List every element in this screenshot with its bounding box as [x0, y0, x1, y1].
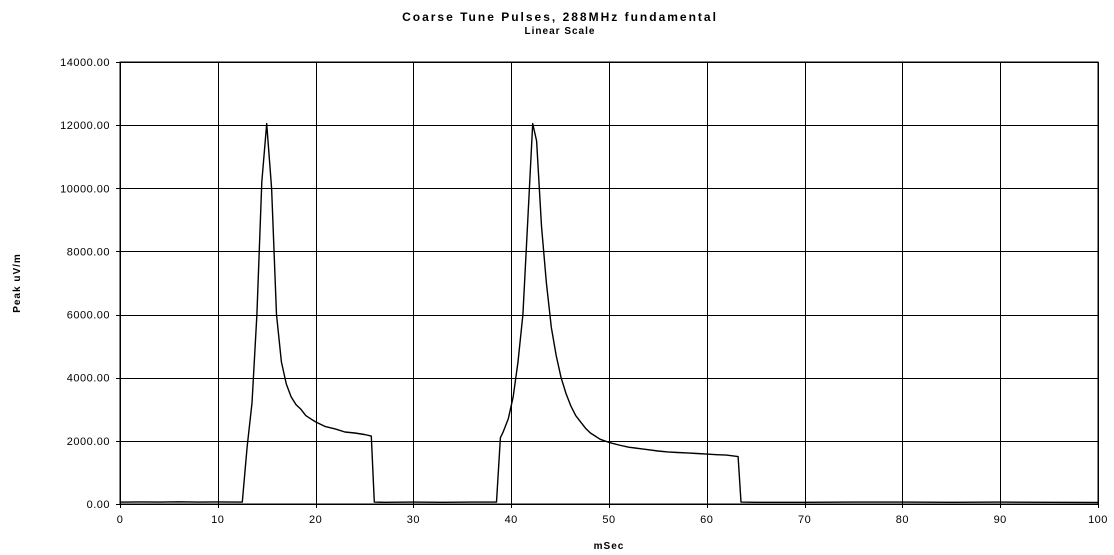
x-tick-label: 60 — [700, 514, 713, 526]
x-tick-label: 100 — [1088, 514, 1108, 526]
y-tick-label: 10000.00 — [60, 183, 110, 195]
x-tick-label: 20 — [309, 514, 322, 526]
y-tick-label: 2000.00 — [67, 436, 110, 448]
x-tick-label: 70 — [798, 514, 811, 526]
y-tick-label: 6000.00 — [67, 310, 110, 322]
x-tick-label: 90 — [994, 514, 1007, 526]
y-tick-label: 12000.00 — [60, 120, 110, 132]
x-tick-label: 0 — [117, 514, 124, 526]
x-tick-label: 30 — [407, 514, 420, 526]
series-line — [119, 122, 1099, 504]
y-tick-label: 8000.00 — [67, 246, 110, 258]
y-axis-title: Peak uV/m — [12, 253, 23, 313]
chart-title: Coarse Tune Pulses, 288MHz fundamental — [402, 10, 718, 24]
x-tick-label: 50 — [602, 514, 615, 526]
x-tick-label: 10 — [211, 514, 224, 526]
tick-labels: 0 10 20 30 40 50 60 70 80 90 100 0.00 2000.00 4000.00… — [60, 57, 1108, 526]
y-tick-label: 14000.00 — [60, 57, 110, 69]
y-tick-label: 0.00 — [87, 499, 110, 511]
x-tick-label: 80 — [896, 514, 909, 526]
plot-area-frame — [119, 61, 1099, 505]
y-tick-label: 4000.00 — [67, 373, 110, 385]
x-axis-title: mSec — [594, 541, 625, 552]
x-tick-label: 40 — [505, 514, 518, 526]
chart-subtitle: Linear Scale — [525, 26, 596, 37]
